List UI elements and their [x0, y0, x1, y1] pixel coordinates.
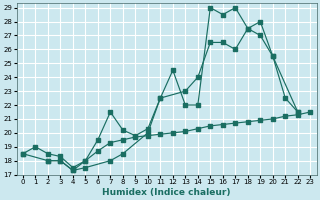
X-axis label: Humidex (Indice chaleur): Humidex (Indice chaleur): [102, 188, 231, 197]
